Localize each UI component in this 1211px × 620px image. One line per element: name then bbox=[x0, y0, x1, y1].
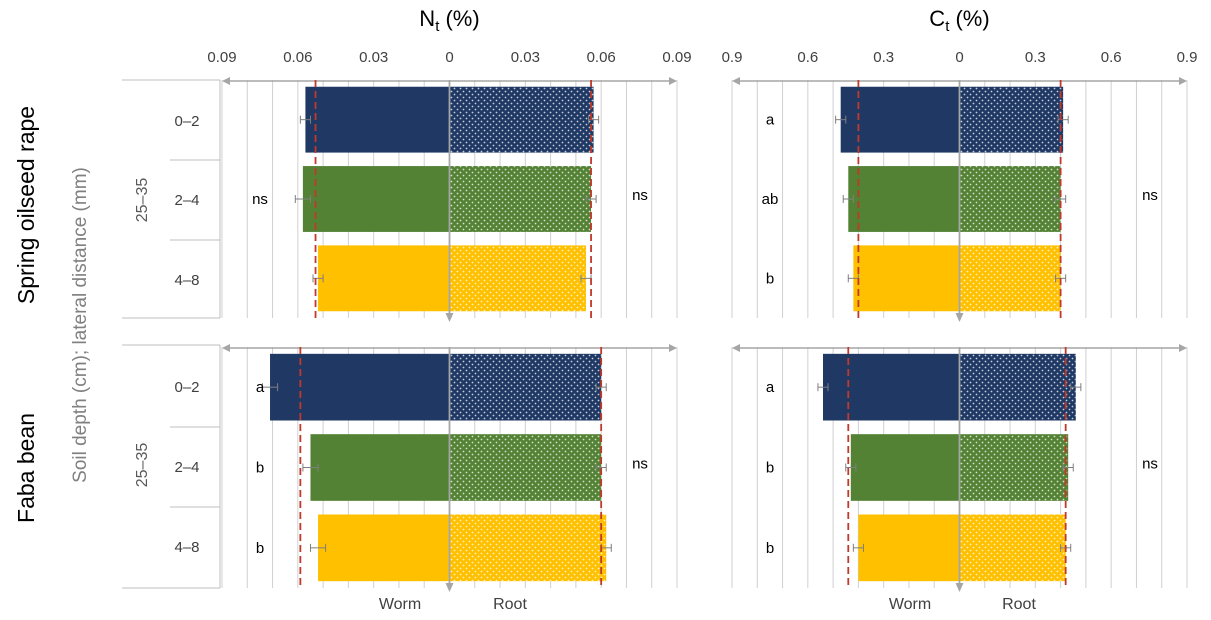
x-axis-arrowhead-right bbox=[669, 77, 677, 85]
significance-letter-worm: b bbox=[766, 270, 774, 287]
zero-axis-arrowhead bbox=[445, 313, 454, 322]
panel: a b ns b bbox=[221, 344, 678, 592]
soil-depth-label-top: 25–35 bbox=[134, 178, 151, 223]
bar-root-texture bbox=[959, 86, 1064, 153]
x-tick-label: 0 bbox=[955, 49, 963, 66]
y-axis-group-label: Soil depth (cm); lateral distance (mm) bbox=[70, 167, 91, 483]
category-label: 0–2 bbox=[174, 379, 199, 396]
category-label: 2–4 bbox=[174, 192, 199, 209]
category-label: 4–8 bbox=[174, 272, 199, 289]
panel: 0.9 0.6 0.3 0 0.3 0.6 0.9 Ct (%) a ab ns b bbox=[722, 6, 1198, 322]
bar-root-texture bbox=[959, 434, 1069, 501]
x-axis-arrowhead-left bbox=[732, 344, 740, 352]
bar-worm bbox=[270, 353, 450, 421]
bar-root-texture bbox=[959, 353, 1076, 421]
zero-axis-arrowhead bbox=[445, 583, 454, 592]
x-tick-label: 0.06 bbox=[283, 49, 312, 66]
bar-worm bbox=[850, 434, 960, 501]
bar-root-texture bbox=[449, 514, 607, 582]
soil-depth-label-bottom: 25–35 bbox=[134, 443, 151, 488]
bar-worm bbox=[840, 86, 960, 153]
significance-letter-worm: b bbox=[256, 540, 264, 557]
bar-root-texture bbox=[449, 245, 586, 312]
bar-root-texture bbox=[449, 86, 594, 153]
significance-letter-worm: ab bbox=[762, 191, 779, 208]
x-tick-label: 0.6 bbox=[797, 49, 818, 66]
category-label: 0–2 bbox=[174, 113, 199, 130]
significance-letter-worm: b bbox=[256, 460, 264, 477]
significance-letter-worm: a bbox=[766, 112, 775, 129]
bar-worm bbox=[858, 514, 960, 582]
x-axis-arrowhead-left bbox=[222, 77, 230, 85]
panel-title: Nt (%) bbox=[419, 6, 479, 35]
x-tick-label: 0.3 bbox=[873, 49, 894, 66]
bar-root-texture bbox=[449, 434, 602, 501]
x-axis-arrowhead-right bbox=[1179, 77, 1187, 85]
x-tick-label: 0.03 bbox=[511, 49, 540, 66]
x-tick-label: 0.3 bbox=[1025, 49, 1046, 66]
bar-worm bbox=[302, 166, 450, 232]
row-label-spring-oilseed-rape: Spring oilseed rape bbox=[13, 106, 39, 304]
zero-axis-arrowhead bbox=[955, 583, 964, 592]
x-tick-label: 0.09 bbox=[207, 49, 236, 66]
significance-letter-worm: a bbox=[766, 379, 775, 396]
category-dividers bbox=[122, 79, 221, 589]
bar-worm bbox=[853, 245, 960, 312]
significance-letter-root: ns bbox=[1142, 187, 1158, 204]
bar-root-texture bbox=[959, 166, 1061, 232]
category-label: 4–8 bbox=[174, 539, 199, 556]
x-tick-label: 0.9 bbox=[1177, 49, 1198, 66]
bar-root-texture bbox=[449, 166, 592, 232]
significance-letter-worm: ns bbox=[252, 191, 268, 208]
row-label-faba-bean: Faba bean bbox=[13, 413, 39, 523]
x-tick-label: 0.03 bbox=[359, 49, 388, 66]
bar-worm bbox=[823, 353, 960, 421]
zero-axis-arrowhead bbox=[955, 313, 964, 322]
x-label-worm: Worm bbox=[379, 596, 421, 613]
bar-worm bbox=[318, 245, 450, 312]
bar-worm bbox=[848, 166, 960, 232]
bar-worm bbox=[310, 434, 450, 501]
bar-worm bbox=[318, 514, 450, 582]
bar-worm bbox=[305, 86, 450, 153]
bar-root-texture bbox=[449, 353, 602, 421]
significance-letter-worm: a bbox=[256, 379, 265, 396]
bar-root-texture bbox=[959, 514, 1066, 582]
x-tick-label: 0 bbox=[445, 49, 453, 66]
panel: a b ns b bbox=[731, 344, 1188, 592]
panel: 0.09 0.06 0.03 0 0.03 0.06 0.09 Nt (%) ns ns bbox=[207, 6, 692, 322]
x-tick-label: 0.09 bbox=[662, 49, 691, 66]
x-label-root: Root bbox=[1002, 596, 1036, 613]
panel-title: Ct (%) bbox=[929, 6, 989, 35]
significance-letter-root: ns bbox=[632, 456, 648, 473]
significance-letter-root: ns bbox=[1142, 456, 1158, 473]
significance-letter-worm: b bbox=[766, 460, 774, 477]
x-tick-label: 0.9 bbox=[722, 49, 743, 66]
x-label-root: Root bbox=[493, 596, 527, 613]
x-axis-arrowhead-left bbox=[732, 77, 740, 85]
x-axis-arrowhead-left bbox=[222, 344, 230, 352]
x-axis-arrowhead-right bbox=[1179, 344, 1187, 352]
x-tick-label: 0.6 bbox=[1101, 49, 1122, 66]
significance-letter-root: ns bbox=[632, 187, 648, 204]
x-label-worm: Worm bbox=[889, 596, 931, 613]
significance-letter-worm: b bbox=[766, 540, 774, 557]
x-tick-label: 0.06 bbox=[587, 49, 616, 66]
category-label: 2–4 bbox=[174, 459, 199, 476]
bar-root-texture bbox=[959, 245, 1061, 312]
x-axis-arrowhead-right bbox=[669, 344, 677, 352]
